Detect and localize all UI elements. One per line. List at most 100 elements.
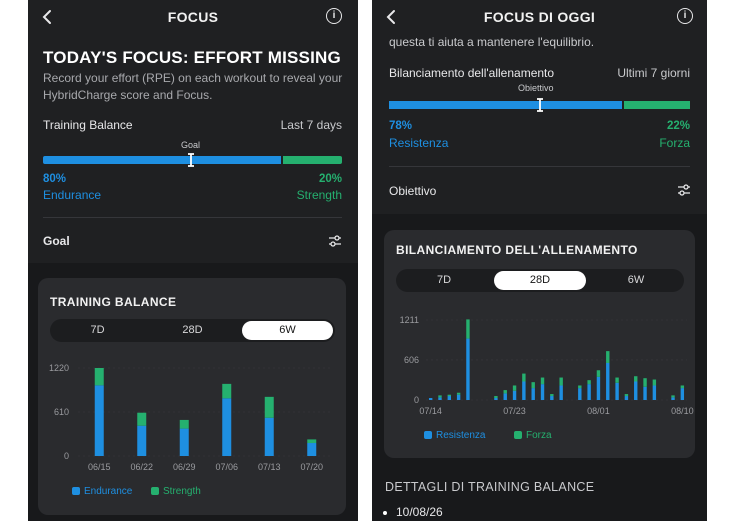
sliders-icon[interactable] (677, 184, 691, 196)
endurance-percent: 80% (43, 173, 67, 185)
bar-strength (456, 392, 461, 395)
bar-strength (522, 373, 526, 382)
chevron-left-icon[interactable] (382, 6, 402, 28)
focus-headline: TODAY'S FOCUS: EFFORT MISSING (43, 48, 341, 67)
bar-endurance (428, 398, 433, 400)
bar-strength (643, 378, 647, 387)
bar-strength (512, 385, 517, 391)
bar-strength (466, 319, 470, 339)
tab-6w[interactable]: 6W (627, 274, 645, 286)
x-tick-label: 07/13 (258, 462, 281, 472)
bar-endurance (578, 388, 582, 400)
scrolled-text: questa ti aiuta a mantenere l'equilibrio… (389, 35, 595, 49)
x-tick-label: 07/06 (215, 462, 238, 472)
bar-endurance (634, 381, 638, 400)
legend-strength: Strength (151, 486, 201, 497)
bar-strength (596, 370, 601, 377)
card-title: TRAINING BALANCE (50, 295, 177, 309)
details-date[interactable]: 10/08/26 (396, 505, 443, 519)
legend-swatch (514, 431, 522, 439)
bar-strength (550, 394, 554, 397)
tab-6w[interactable]: 6W (242, 321, 333, 340)
bar-strength (634, 376, 638, 382)
training-balance-card: TRAINING BALANCE 7D 28D 6W 0 610 1220 06/15… (38, 278, 346, 515)
bar-endurance (438, 397, 442, 400)
bar-endurance (643, 386, 647, 400)
info-icon[interactable]: i (326, 8, 342, 24)
x-tick-label: 07/20 (300, 462, 323, 472)
tab-7d[interactable]: 7D (90, 324, 105, 336)
goal-marker-label: Goal (181, 140, 201, 150)
balance-period: Ultimi 7 giorni (617, 66, 690, 80)
y-tick-label: 0 (64, 451, 69, 461)
legend-swatch (424, 431, 432, 439)
tab-28d[interactable]: 28D (494, 271, 586, 290)
bar-endurance (494, 398, 498, 400)
y-tick-label: 606 (404, 355, 419, 365)
tab-7d[interactable]: 7D (436, 274, 452, 286)
details-title: DETTAGLI DI TRAINING BALANCE (385, 480, 595, 494)
bar-endurance (671, 397, 675, 400)
strength-percent: 20% (318, 173, 342, 185)
bar-strength (222, 383, 232, 399)
bar-strength (540, 377, 545, 385)
bullet-icon (383, 511, 387, 515)
legend-swatch (72, 487, 80, 495)
balance-chart: 0 610 1220 06/15 06/22 06/29 07/06 07/13 07/20 (49, 363, 333, 472)
strength-label: Strength (296, 188, 342, 202)
bar-endurance (264, 417, 274, 456)
bar-endurance (550, 396, 554, 400)
chevron-left-icon[interactable] (38, 6, 58, 28)
bar-strength (264, 396, 274, 418)
legend-label: Forza (526, 430, 552, 441)
y-tick-label: 1220 (49, 363, 69, 373)
bar-strength (137, 412, 147, 426)
bar-strength (494, 396, 498, 399)
balance-label: Training Balance (43, 118, 133, 132)
range-tabs: 7D 28D 6W (396, 269, 684, 292)
goal-row-label[interactable]: Goal (43, 234, 70, 248)
page-title: FOCUS DI OGGI (483, 9, 596, 25)
bar-strength (438, 395, 442, 398)
bar-strength (671, 395, 675, 398)
balance-bar (389, 98, 690, 112)
x-tick-label: 08/01 (587, 406, 610, 416)
goal-marker-label: Obiettivo (518, 83, 554, 93)
legend-strength: Forza (514, 430, 552, 441)
bar-endurance (606, 363, 610, 400)
bar-strength (447, 394, 452, 397)
divider (43, 217, 342, 218)
bar-endurance (559, 385, 563, 400)
sliders-icon[interactable] (328, 235, 342, 247)
bar-endurance (540, 384, 545, 400)
bar-endurance (512, 390, 517, 400)
bar-endurance (624, 396, 629, 400)
top-bar (372, 0, 707, 32)
goal-row-label[interactable]: Obiettivo (389, 184, 437, 198)
bar-strength (587, 380, 591, 385)
legend-label: Strength (163, 486, 201, 497)
bar-endurance (587, 384, 591, 400)
card-title: BILANCIAMENTO DELL'ALLENAMENTO (396, 243, 638, 257)
endurance-segment (389, 101, 622, 109)
endurance-segment (43, 156, 281, 164)
info-icon[interactable]: i (677, 8, 693, 24)
tab-28d[interactable]: 28D (182, 324, 203, 336)
divider (389, 166, 690, 167)
x-tick-label: 06/15 (88, 462, 111, 472)
strength-percent: 22% (666, 120, 690, 132)
training-balance-card: BILANCIAMENTO DELL'ALLENAMENTO 7D 28D 6W… (384, 230, 695, 458)
page-title: FOCUS (167, 9, 219, 25)
bar-endurance (179, 428, 189, 456)
bar-strength (503, 390, 507, 394)
x-tick-label: 06/22 (130, 462, 153, 472)
y-tick-label: 1211 (400, 315, 419, 325)
bar-strength (652, 379, 657, 386)
balance-period: Last 7 days (280, 118, 342, 132)
endurance-percent: 78% (389, 120, 413, 132)
x-tick-label: 07/14 (419, 406, 442, 416)
x-tick-label: 08/10 (671, 406, 694, 416)
bar-endurance (222, 398, 232, 456)
legend-label: Endurance (84, 486, 133, 497)
left-screen: FOCUS i TODAY'S FOCUS: EFFORT MISSING Re… (28, 0, 358, 521)
